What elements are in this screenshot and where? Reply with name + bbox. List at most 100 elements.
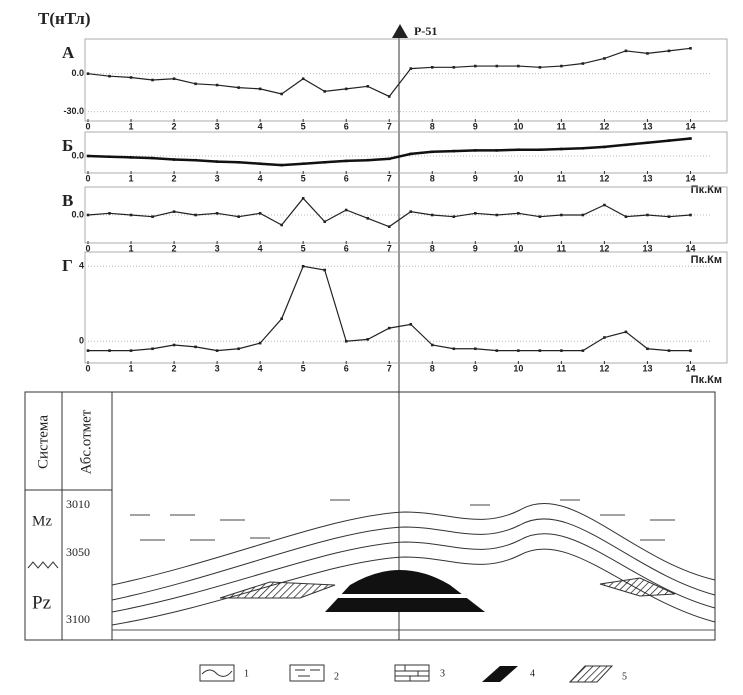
data-point [646,347,649,351]
data-point [538,66,542,69]
data-line [87,197,691,228]
legend-swatch [199,664,235,682]
data-point [560,349,563,352]
x-tick-label: 0 [85,121,90,131]
lens [219,581,336,599]
x-tick-label: 1 [129,173,134,183]
x-tick-label: 12 [599,363,609,373]
data-point [538,148,542,151]
data-point [452,149,456,153]
x-tick-label: 9 [473,243,478,253]
data-point [474,347,477,351]
data-point [538,349,542,352]
x-tick-label: 1 [129,243,134,253]
y-tick-label: 0.0 [71,150,84,160]
data-point [86,213,90,217]
x-tick-label: 6 [344,173,349,183]
data-point [86,154,90,158]
depth-label: 3100 [66,612,90,626]
data-point [366,85,370,88]
legend-label: 2 [334,671,339,682]
data-point [517,212,520,215]
column-header: Система [35,415,51,469]
data-point [194,82,197,86]
data-point [495,213,499,217]
x-tick-label: 8 [430,121,435,131]
data-point [452,66,456,69]
x-tick-label: 3 [215,243,220,253]
data-point [409,210,413,213]
data-point [646,213,649,217]
data-point [280,223,283,227]
data-point [517,148,520,151]
x-tick-label: 2 [172,243,177,253]
x-tick-label: 13 [642,121,652,131]
panel-label: А [62,43,75,62]
data-point [151,156,154,160]
x-tick-label: 2 [172,121,177,131]
layer-top [111,503,716,586]
data-point [344,159,348,163]
data-point [495,64,499,68]
data-point [108,74,111,78]
x-tick-label: 14 [685,363,695,373]
data-point [108,349,111,352]
x-tick-label: 12 [599,121,609,131]
data-point [280,92,283,96]
legend-label: 3 [440,668,445,679]
legend-label: 1 [244,668,249,679]
x-tick-label: 0 [85,243,90,253]
x-tick-label: 10 [513,243,523,253]
x-tick-label: 9 [473,363,478,373]
data-point [151,215,154,218]
x-tick-label: 4 [258,173,263,183]
panel-frame [84,131,728,174]
data-point [172,158,176,161]
data-point [603,145,606,149]
x-tick-label: 10 [513,363,523,373]
x-tick-label: 5 [301,363,306,373]
data-point [108,155,111,158]
data-point [474,64,477,68]
data-point [624,215,628,218]
data-point [129,156,133,159]
data-point [129,213,133,217]
data-point [258,341,262,345]
data-point [409,323,413,326]
data-point [603,203,606,207]
data-line [88,265,691,352]
x-tick-label: 5 [301,243,306,253]
data-point [409,67,413,70]
data-point [646,52,649,55]
x-tick-label: 4 [258,363,263,373]
data-point [86,349,90,352]
data-point [689,47,692,50]
data-point [215,83,219,87]
data-point [581,213,585,217]
unit-label: T(нТл) [38,9,91,28]
data-point [172,210,176,213]
data-point [344,339,348,343]
x-tick-label: 1 [129,121,134,131]
data-point [560,64,563,68]
data-point [323,220,326,223]
panel-frame [84,38,728,122]
data-point [151,347,154,351]
data-point [344,208,348,212]
x-tick-label: 11 [557,243,567,253]
data-point [237,86,240,89]
reservoir [325,570,485,612]
data-point [129,349,133,352]
x-tick-label: 3 [215,173,220,183]
x-tick-label: 11 [557,363,567,373]
lens [599,577,676,597]
data-point [538,215,542,218]
x-tick-label: 1 [129,363,134,373]
data-point [495,349,499,352]
x-tick-label: 7 [387,173,392,183]
data-point [108,212,111,215]
column-header: Абс.отмет [78,409,94,474]
x-tick-label: 0 [85,363,90,373]
x-tick-label: 6 [344,243,349,253]
data-point [452,347,456,351]
